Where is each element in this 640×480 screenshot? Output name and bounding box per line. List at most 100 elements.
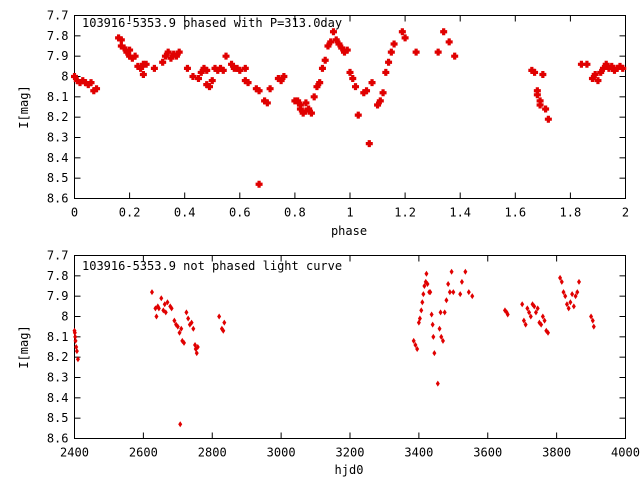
phased-data-point [379,89,387,97]
unphased-data-point [420,299,425,306]
phased-data-point [346,68,354,76]
phased-data-point [619,64,627,72]
phased-data-point [296,105,304,113]
unphased-x-axis-label: hjd0 [335,463,364,477]
phased-y-tick-label: 8.1 [47,90,69,104]
phased-x-tick-label: 0.8 [284,206,306,220]
phased-data-point [318,64,326,72]
phased-data-point [167,54,175,62]
phased-data-point [332,36,340,44]
unphased-data-point [162,301,167,308]
unphased-y-tick-label: 7.8 [47,269,69,283]
unphased-data-point [521,317,526,324]
unphased-x-tick-label: 2400 [60,446,89,460]
phased-data-point [445,38,453,46]
unphased-data-point [533,309,538,316]
phased-x-tick-label: 1.2 [394,206,416,220]
phased-data-point [390,40,398,48]
phased-x-tick-label: 0 [71,206,78,220]
phased-y-tick-label: 7.9 [47,49,69,63]
unphased-data-point [73,337,78,344]
phased-data-point [255,87,263,95]
phased-x-tick-label: 0.2 [119,206,141,220]
phased-data-point [613,64,621,72]
unphased-data-point [415,346,420,353]
unphased-plot-frame [74,255,626,439]
unphased-data-point [589,313,594,320]
phased-data-point [536,101,544,109]
unphased-data-point [154,313,159,320]
unphased-data-point [546,329,551,336]
unphased-x-tick-label: 3400 [404,446,433,460]
phased-data-point [324,42,332,50]
unphased-chart-title: 103916-5353.9 not phased light curve [82,259,342,273]
phased-data-point [610,66,618,74]
phased-data-point [599,64,607,72]
unphased-data-point [177,329,182,336]
unphased-chart-panel: 103916-5353.9 not phased light curve hjd… [17,249,640,478]
phased-data-point [440,28,448,36]
unphased-y-tick-label: 8.1 [47,330,69,344]
phased-data-point [266,85,274,93]
unphased-data-point [566,305,571,312]
phased-x-tick-label: 1.6 [504,206,526,220]
unphased-data-point [437,325,442,332]
phased-data-point [134,62,142,70]
phased-data-point [90,87,98,95]
phased-data-point [376,97,384,105]
unphased-data-point [419,307,424,314]
unphased-x-tick-label: 2800 [198,446,227,460]
phased-data-point [164,48,172,56]
phased-data-point [203,81,211,89]
unphased-x-tick-label: 3600 [473,446,502,460]
phased-data-point [203,66,211,74]
phased-data-point [352,83,360,91]
unphased-data-point [535,305,540,312]
unphased-data-point [458,291,463,298]
phased-data-point [360,89,368,97]
unphased-data-point [163,309,168,316]
unphased-data-point [172,317,177,324]
unphased-data-point [559,278,564,285]
phased-data-point [321,56,329,64]
unphased-data-point [421,291,426,298]
phased-y-tick-label: 8.2 [47,110,69,124]
phased-axis-ticks: 0 0.2 0.4 0.6 0.8 1 1.2 1.4 1.6 1.8 2 7.7 7.8 7.9 8 8.1… [47,9,629,220]
phased-data-point [117,42,125,50]
phased-data-point [123,48,131,56]
phased-data-point [528,66,536,74]
unphased-data-point [430,321,435,328]
phased-data-point [128,54,136,62]
phased-data-point [150,64,158,72]
unphased-data-point [571,303,576,310]
phased-data-point [219,66,227,74]
phased-data-point [126,52,134,60]
phased-data-point [139,70,147,78]
unphased-data-point [520,301,525,308]
phased-data-point [533,91,541,99]
phased-data-point [544,115,552,123]
unphased-data-point [428,289,433,296]
unphased-data-point [525,305,530,312]
phased-chart-title: 103916-5353.9 phased with P=313.0day [82,16,342,30]
phased-data-point [401,34,409,42]
phased-data-point [159,58,167,66]
phased-data-point [583,60,591,68]
unphased-data-point [191,325,196,332]
phased-data-point [434,48,442,56]
unphased-y-tick-label: 8.5 [47,411,69,425]
unphased-y-tick-label: 8.3 [47,371,69,385]
phased-plot-frame [74,15,626,199]
unphased-data-point [577,278,582,285]
phased-data-point [142,60,150,68]
phased-data-point [214,66,222,74]
phased-data-point [316,79,324,87]
unphased-x-tick-label: 4000 [611,446,640,460]
phased-data-points [71,28,627,188]
phased-data-point [172,52,180,60]
unphased-data-point [463,268,468,275]
phased-y-tick-label: 8.4 [47,151,69,165]
phased-data-point [343,46,351,54]
unphased-data-point [466,289,471,296]
